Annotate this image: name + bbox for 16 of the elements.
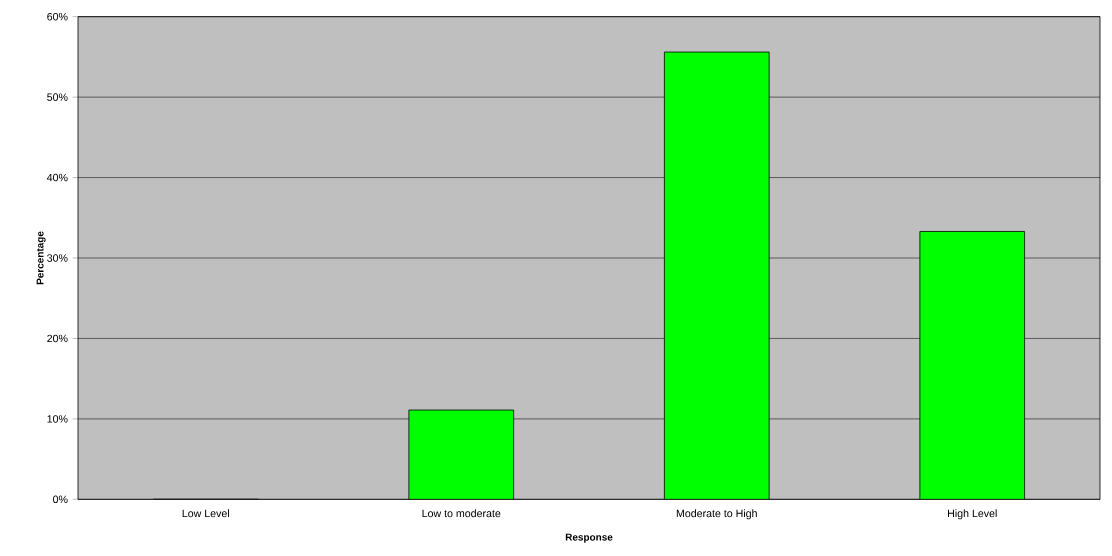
- y-tick-label: 60%: [47, 12, 68, 21]
- y-tick-label: 20%: [47, 334, 68, 343]
- x-tick-label: Moderate to High: [676, 509, 757, 520]
- y-tick-label: 30%: [47, 254, 68, 262]
- bar: [408, 409, 515, 500]
- x-tick-label: Low to moderate: [422, 509, 501, 518]
- y-tick-label: 40%: [46, 173, 68, 182]
- y-tick-label: 10%: [47, 415, 68, 423]
- y-axis-title: Percentage: [36, 231, 46, 285]
- bar: [663, 51, 770, 500]
- x-tick-label: High Level: [948, 509, 997, 520]
- x-axis-title: Response: [565, 533, 613, 543]
- y-tick-label: 50%: [47, 93, 68, 101]
- x-tick-label: Low Level: [182, 509, 229, 518]
- y-tick-label: 0%: [53, 495, 68, 504]
- bar: [919, 231, 1026, 500]
